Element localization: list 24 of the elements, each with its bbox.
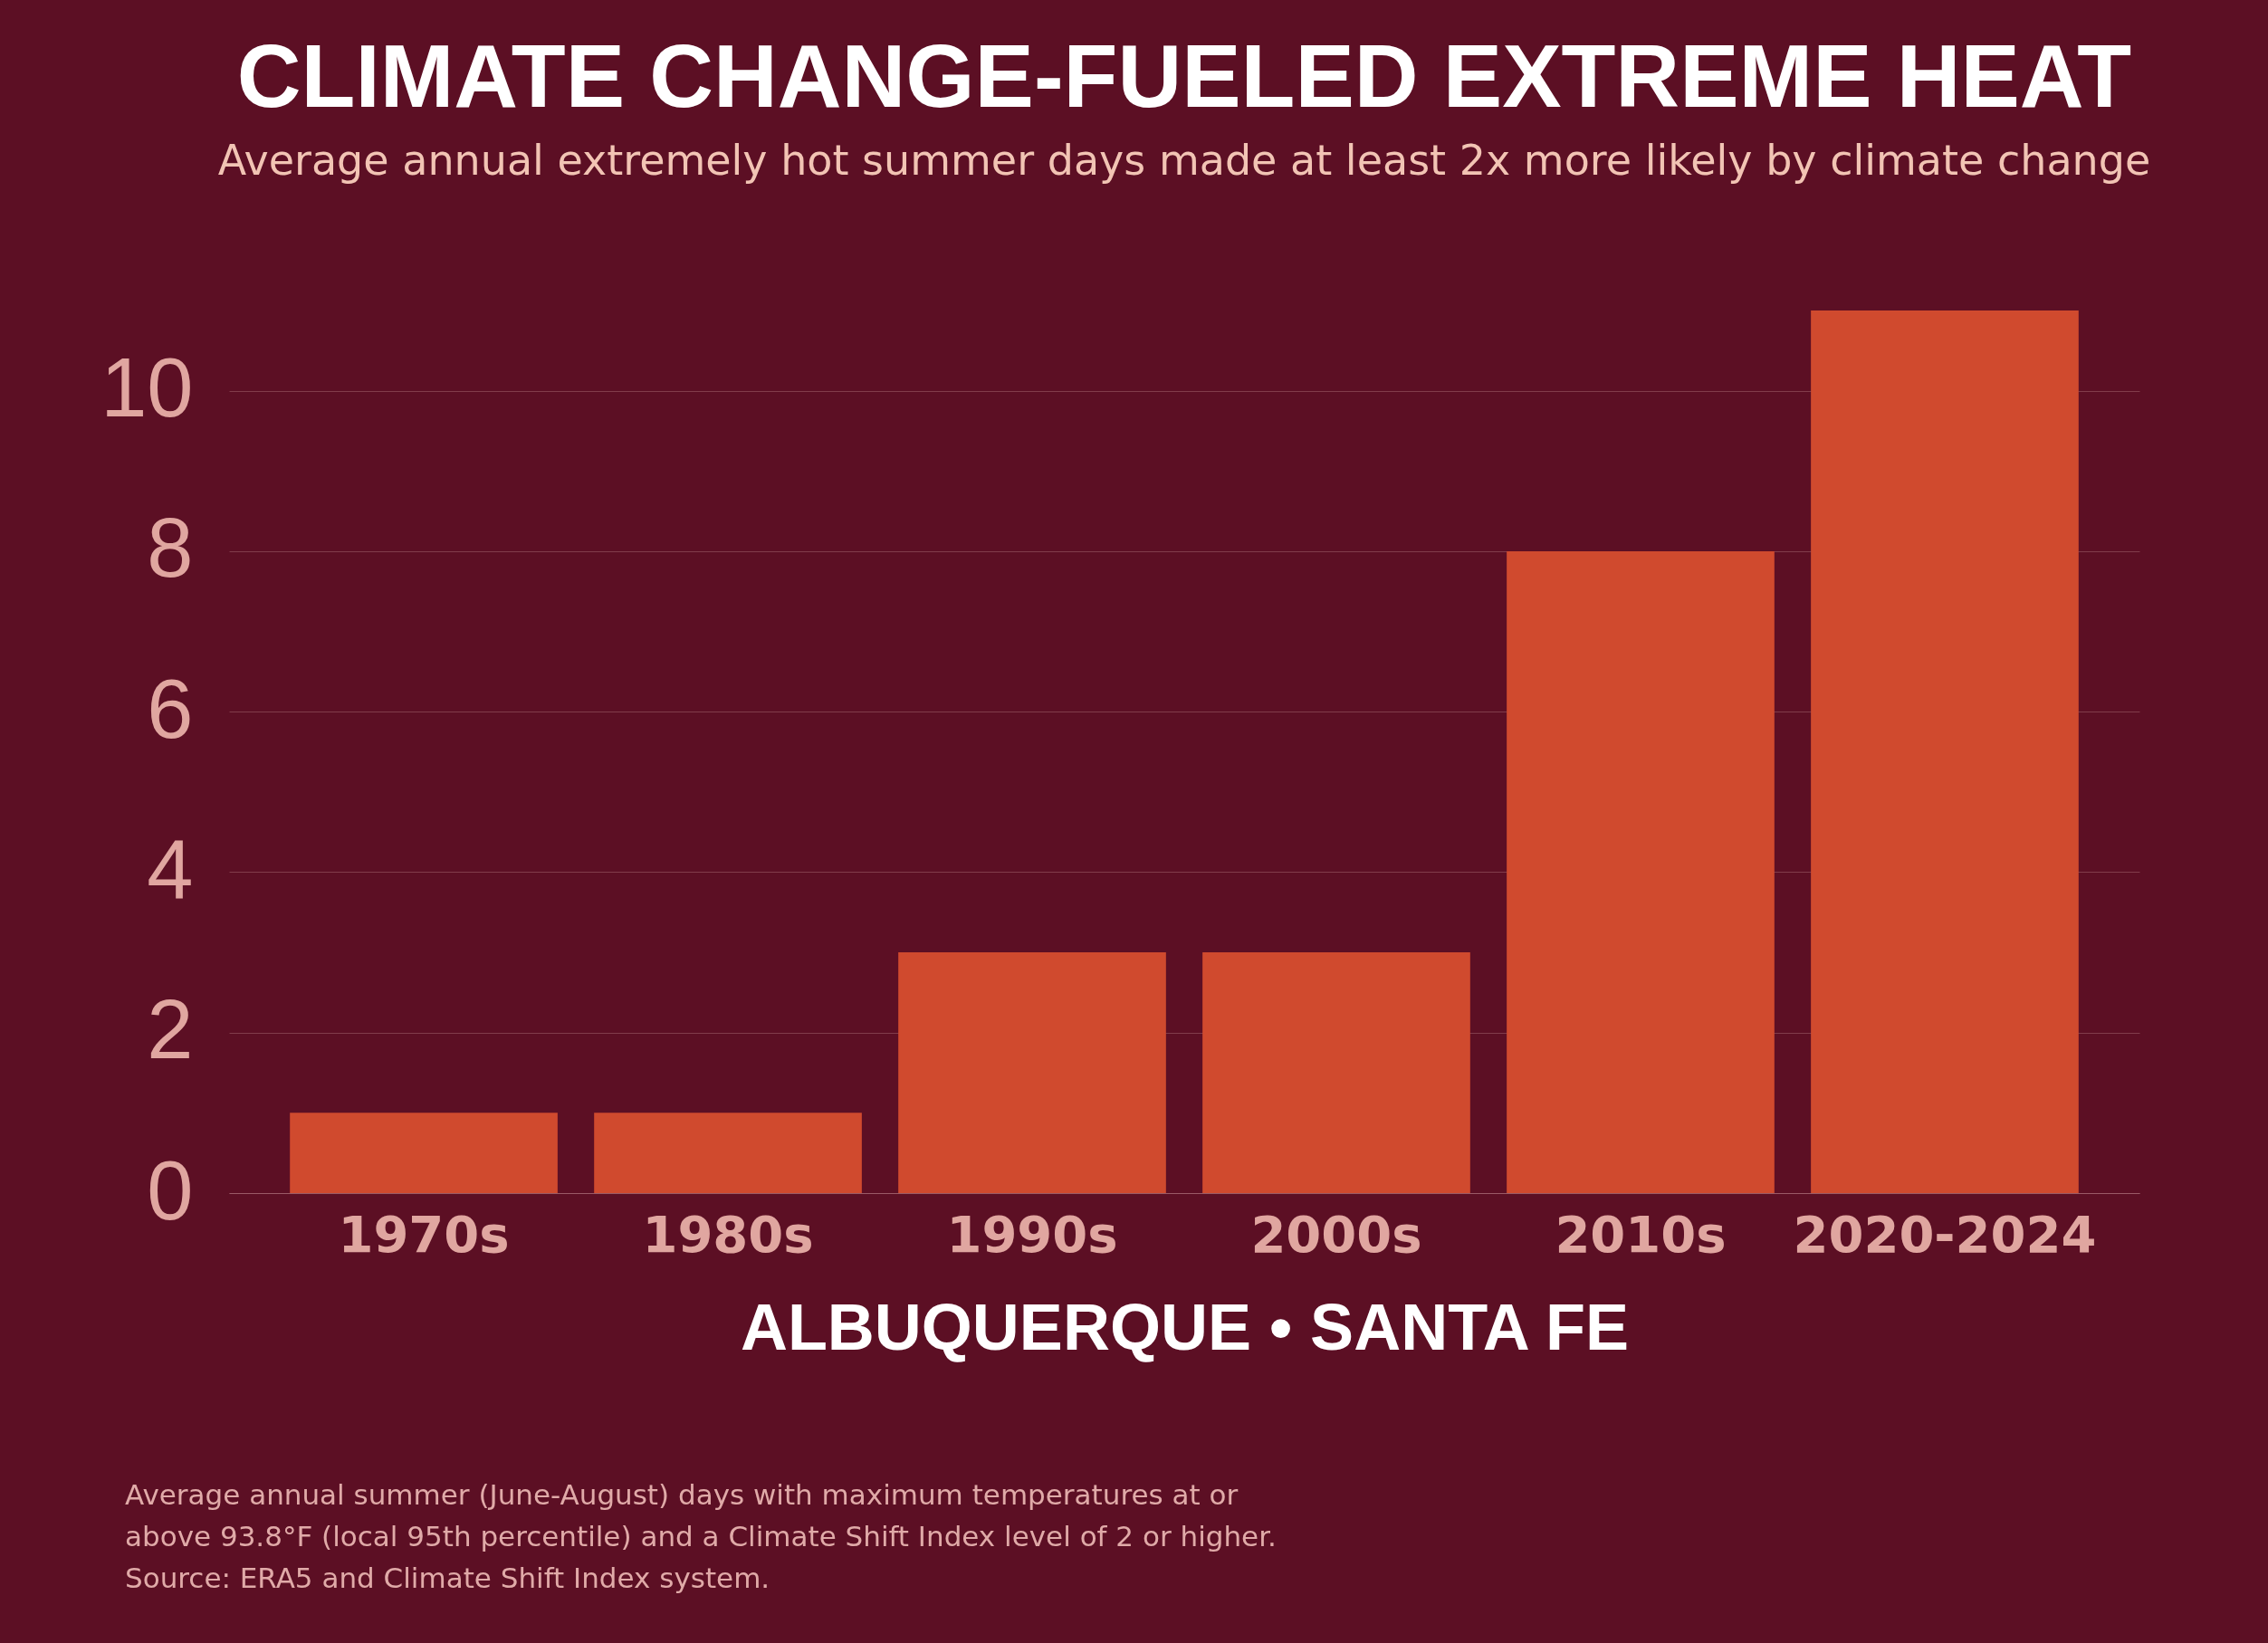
- x-tick-label: 2010s: [1555, 1204, 1727, 1264]
- x-axis-title: ALBUQUERQUE • SANTA FE: [740, 1290, 1630, 1363]
- y-tick-label: 6: [147, 662, 194, 755]
- x-tick-label: 1980s: [642, 1204, 814, 1264]
- x-tick-label: 2020-2024: [1793, 1204, 2097, 1264]
- bar: [1202, 952, 1470, 1193]
- x-tick-label: 1970s: [338, 1204, 510, 1264]
- x-tick-label: 1990s: [946, 1204, 1118, 1264]
- bar: [1507, 550, 1775, 1193]
- text: above 93.8°F (local 95th percentile) and a Climate Shift Index level of 2 or higher.: [125, 1519, 1277, 1554]
- y-tick-label: 0: [147, 1143, 194, 1237]
- bar: [1811, 310, 2079, 1193]
- bar: [594, 1113, 862, 1193]
- bar: [898, 952, 1166, 1193]
- y-tick-label: 8: [147, 501, 194, 595]
- text: Average annual summer (June-August) days with maximum temperatures at or: [125, 1477, 1239, 1513]
- y-tick-label: 4: [147, 822, 194, 915]
- chart-title: CLIMATE CHANGE-FUELED EXTREME HEAT: [236, 26, 2132, 126]
- source-note: Source: ERA5 and Climate Shift Index system.: [125, 1561, 771, 1596]
- x-tick-label: 2000s: [1250, 1204, 1422, 1264]
- y-tick-label: 10: [100, 341, 194, 435]
- y-tick-label: 2: [147, 983, 194, 1076]
- bar: [290, 1113, 558, 1193]
- chart-subtitle: Average annual extremely hot summer days made at least 2x more likely by climate change: [217, 136, 2151, 185]
